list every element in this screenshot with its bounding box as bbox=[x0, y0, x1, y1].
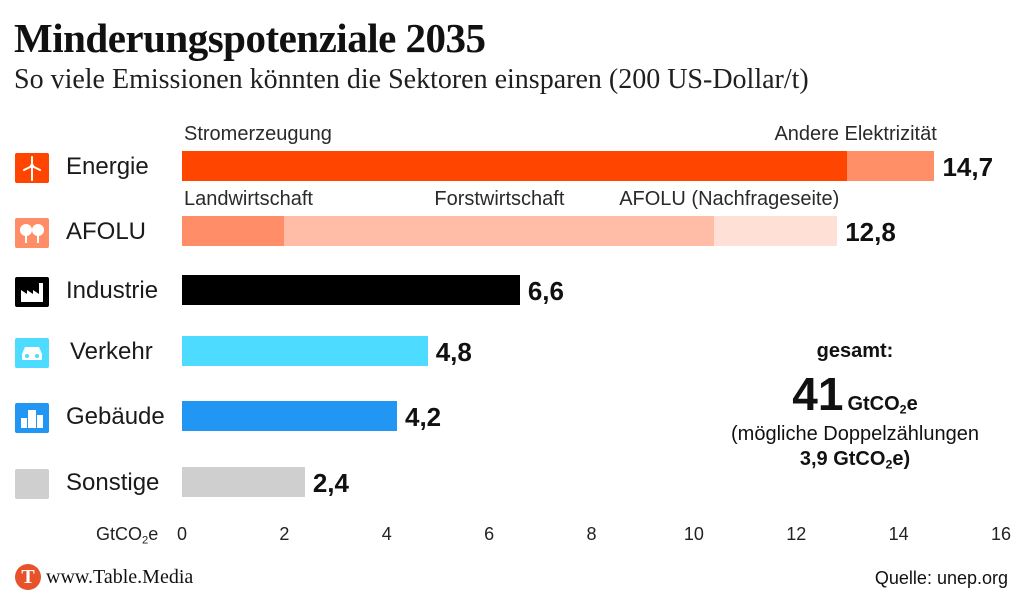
bar-value-label: 14,7 bbox=[942, 152, 994, 182]
chart-title: Minderungspotenziale 2035 bbox=[14, 15, 486, 61]
segment-label: Stromerzeugung bbox=[184, 123, 332, 145]
double-counting-note: (mögliche Doppelzählungen bbox=[731, 423, 979, 445]
x-tick-label: 12 bbox=[786, 524, 807, 544]
total-line: 41 GtCO2e bbox=[705, 367, 1005, 421]
segment-label: Landwirtschaft bbox=[184, 188, 313, 210]
bar-segment bbox=[182, 216, 285, 246]
source-note: Quelle: unep.org bbox=[874, 568, 1008, 588]
x-tick-label: 14 bbox=[888, 524, 909, 544]
category-label: Energie bbox=[66, 153, 149, 180]
bar-value-label: 4,8 bbox=[435, 337, 472, 367]
total-unit: GtCO2e bbox=[847, 393, 918, 417]
category-label: Verkehr bbox=[70, 338, 153, 365]
bar-segment bbox=[182, 401, 397, 431]
chart-subtitle: So viele Emissionen könnten die Sektoren… bbox=[14, 64, 809, 95]
bar-value-label: 6,6 bbox=[527, 276, 564, 306]
category-label: Sonstige bbox=[66, 469, 160, 496]
bar-segment bbox=[714, 216, 838, 246]
bar-value-label: 4,2 bbox=[404, 402, 442, 432]
x-tick-label: 0 bbox=[176, 524, 188, 544]
factory-icon bbox=[15, 277, 49, 307]
bar-segment bbox=[182, 275, 520, 305]
segment-label: Forstwirtschaft bbox=[434, 188, 565, 210]
car-icon bbox=[15, 338, 49, 368]
total-label: gesamt: bbox=[816, 340, 894, 362]
bar-segment bbox=[847, 151, 935, 181]
bar-value-label: 12,8 bbox=[845, 217, 896, 247]
x-axis-unit: GtCO2e bbox=[96, 524, 159, 547]
bar-segment bbox=[182, 151, 848, 181]
bar-segment bbox=[182, 336, 428, 366]
category-label: AFOLU bbox=[66, 218, 147, 245]
x-tick-label: 16 bbox=[990, 524, 1012, 544]
brand-link[interactable]: www.Table.Media bbox=[46, 566, 194, 588]
sonstige-icon bbox=[15, 469, 49, 499]
x-tick-label: 4 bbox=[381, 524, 392, 544]
double-counting-value: 3,9 GtCO2e) bbox=[799, 448, 911, 472]
bar-segment bbox=[284, 216, 715, 246]
segment-label: AFOLU (Nachfrageseite) bbox=[619, 188, 840, 210]
category-label: Industrie bbox=[66, 277, 159, 304]
x-tick-label: 8 bbox=[586, 524, 597, 544]
buildings-icon bbox=[15, 403, 49, 433]
total-value: 41 bbox=[792, 368, 844, 420]
segment-label: Andere Elektrizität bbox=[774, 123, 937, 145]
bar-segment bbox=[182, 467, 305, 497]
trees-icon bbox=[15, 218, 49, 248]
x-tick-label: 10 bbox=[683, 524, 704, 544]
table-media-logo: T bbox=[15, 564, 41, 590]
x-tick-label: 6 bbox=[484, 524, 495, 544]
category-label: Gebäude bbox=[66, 403, 165, 430]
x-tick-label: 2 bbox=[279, 524, 290, 544]
bar-value-label: 2,4 bbox=[312, 468, 349, 498]
wind-turbine-icon bbox=[15, 153, 49, 183]
total-annotation: gesamt: 41 GtCO2e (mögliche Doppelzählung… bbox=[705, 340, 1005, 472]
